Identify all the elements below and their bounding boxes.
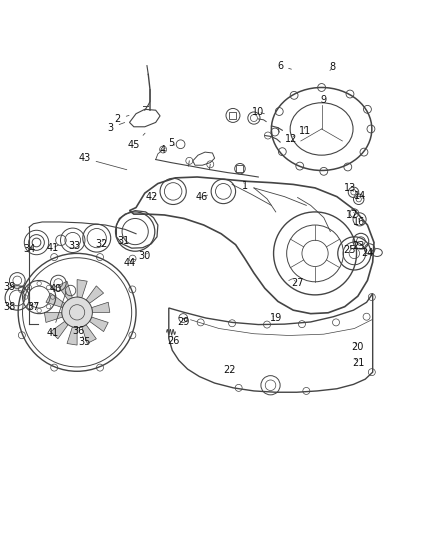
Text: 29: 29 bbox=[177, 317, 189, 327]
Polygon shape bbox=[58, 281, 72, 300]
Text: 43: 43 bbox=[78, 153, 127, 169]
Text: 17: 17 bbox=[346, 210, 358, 220]
Text: 34: 34 bbox=[23, 244, 35, 254]
Text: 21: 21 bbox=[353, 358, 365, 368]
Text: 23: 23 bbox=[353, 240, 365, 251]
Text: 1: 1 bbox=[242, 181, 248, 191]
Text: 37: 37 bbox=[27, 302, 39, 312]
Text: 6: 6 bbox=[277, 61, 291, 71]
Text: 8: 8 bbox=[329, 62, 336, 72]
Text: 40: 40 bbox=[49, 284, 61, 294]
Text: 46: 46 bbox=[195, 192, 208, 201]
Text: 25: 25 bbox=[344, 245, 356, 255]
Polygon shape bbox=[92, 302, 110, 312]
Text: 4: 4 bbox=[159, 146, 165, 155]
Text: 14: 14 bbox=[353, 191, 366, 201]
Text: 13: 13 bbox=[344, 183, 356, 193]
Polygon shape bbox=[67, 327, 77, 345]
Text: 10: 10 bbox=[252, 107, 265, 117]
Text: 22: 22 bbox=[224, 366, 236, 375]
Text: 45: 45 bbox=[127, 133, 145, 150]
Text: 27: 27 bbox=[291, 278, 304, 288]
Text: 12: 12 bbox=[285, 134, 297, 144]
Polygon shape bbox=[77, 280, 87, 298]
Text: 39: 39 bbox=[4, 282, 16, 293]
Text: 36: 36 bbox=[72, 326, 85, 336]
Text: 35: 35 bbox=[78, 336, 91, 346]
Text: 44: 44 bbox=[124, 258, 136, 268]
Text: 31: 31 bbox=[118, 236, 130, 246]
Polygon shape bbox=[89, 317, 108, 332]
Polygon shape bbox=[44, 312, 63, 322]
Text: 41: 41 bbox=[46, 243, 58, 253]
Text: 20: 20 bbox=[352, 342, 364, 352]
Text: 26: 26 bbox=[167, 335, 179, 346]
Text: 24: 24 bbox=[361, 248, 374, 259]
Text: 32: 32 bbox=[95, 239, 107, 249]
Text: 9: 9 bbox=[321, 95, 327, 104]
Text: 30: 30 bbox=[139, 251, 151, 261]
Text: 3: 3 bbox=[108, 123, 125, 133]
Circle shape bbox=[62, 297, 92, 328]
Text: 41: 41 bbox=[46, 292, 66, 338]
Text: 16: 16 bbox=[353, 217, 365, 227]
Text: 42: 42 bbox=[145, 192, 158, 201]
Polygon shape bbox=[82, 325, 96, 343]
Text: 11: 11 bbox=[299, 126, 311, 136]
Text: 38: 38 bbox=[4, 302, 16, 312]
Polygon shape bbox=[46, 293, 65, 308]
Text: 5: 5 bbox=[168, 138, 174, 148]
Text: 19: 19 bbox=[270, 313, 282, 323]
Text: 2: 2 bbox=[115, 114, 129, 124]
Text: 33: 33 bbox=[69, 240, 81, 251]
Polygon shape bbox=[51, 321, 68, 339]
Polygon shape bbox=[86, 286, 104, 303]
